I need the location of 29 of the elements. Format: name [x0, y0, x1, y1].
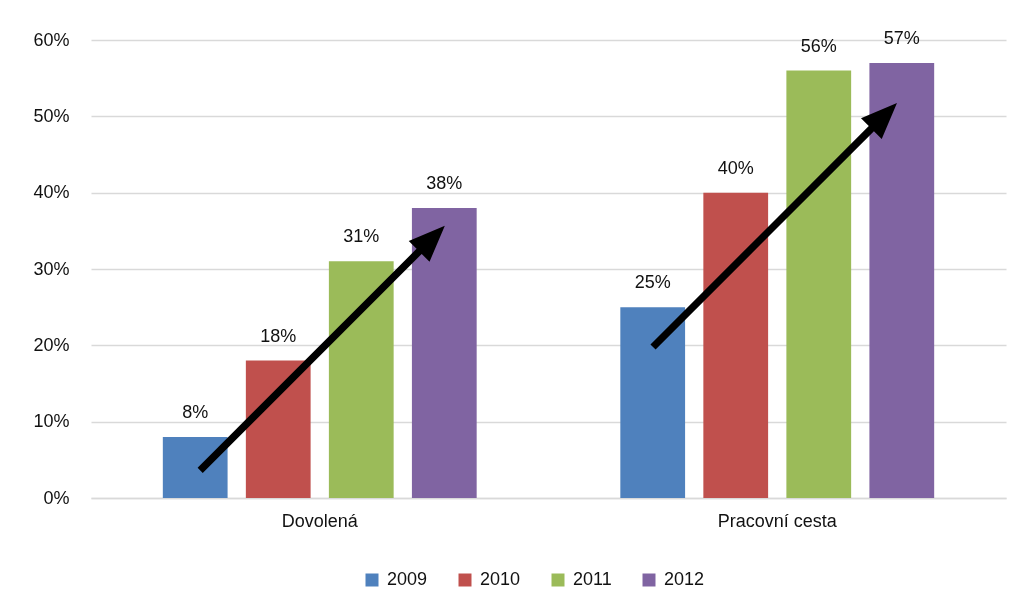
- y-tick-label: 20%: [33, 334, 70, 355]
- x-tick-label: Pracovní cesta: [717, 510, 838, 531]
- data-label: 56%: [800, 35, 837, 56]
- data-label: 31%: [343, 226, 380, 247]
- data-label: 25%: [634, 272, 671, 293]
- data-label: 38%: [426, 172, 463, 193]
- legend-label: 2012: [664, 569, 705, 589]
- legend-label: 2009: [387, 569, 428, 589]
- data-label: 40%: [717, 157, 754, 178]
- y-tick-label: 0%: [43, 487, 70, 508]
- bar: [703, 192, 769, 498]
- data-label: 18%: [260, 325, 297, 346]
- bar: [620, 307, 686, 498]
- bar: [162, 436, 228, 498]
- y-tick-label: 60%: [33, 29, 70, 50]
- bar: [245, 360, 311, 498]
- data-label: 8%: [182, 401, 209, 422]
- legend-label: 2010: [480, 569, 521, 589]
- x-tick-label: Dovolená: [281, 510, 359, 531]
- data-label: 57%: [883, 27, 920, 48]
- bar: [786, 70, 852, 498]
- y-tick-label: 40%: [33, 182, 70, 203]
- legend-label: 2011: [573, 569, 612, 589]
- y-tick-label: 50%: [33, 105, 70, 126]
- bar: [328, 261, 394, 498]
- bar: [869, 62, 935, 498]
- y-tick-label: 30%: [33, 258, 70, 279]
- y-tick-label: 10%: [33, 411, 70, 432]
- bar: [411, 207, 477, 498]
